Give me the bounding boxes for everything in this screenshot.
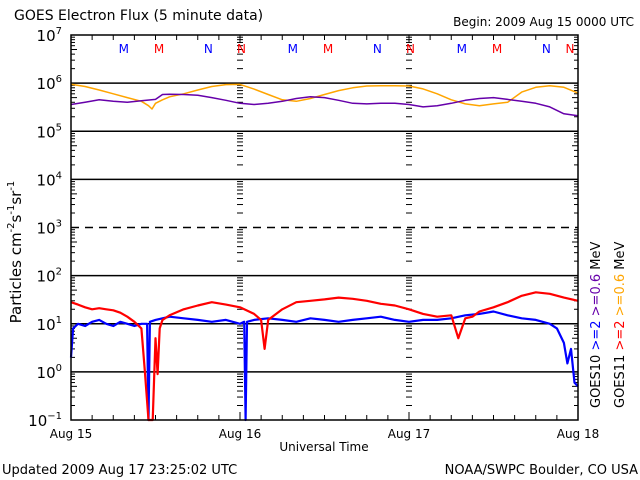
y-tick-exponent: 4 (56, 170, 62, 181)
y-tick-base: 10 (37, 220, 56, 238)
grid-lines (71, 82, 578, 373)
x-tick-label: Aug 15 (50, 427, 93, 441)
ylabel-s: s (7, 214, 25, 222)
ylabel-exp3: -1 (6, 181, 17, 191)
y-tick-base: 10 (37, 268, 56, 286)
local-time-marker: M (119, 42, 129, 56)
series-line (70, 83, 579, 110)
y-axis-label: Particles cm-2s-1sr-1 (6, 181, 25, 324)
y-tick-base: 10 (37, 171, 56, 189)
ylabel-exp2: -1 (6, 205, 17, 215)
y-tick-exponent: 2 (56, 267, 62, 278)
updated-timestamp: Updated 2009 Aug 17 23:25:02 UTC (2, 463, 237, 478)
x-axis-label: Universal Time (279, 440, 368, 454)
chart-title: GOES Electron Flux (5 minute data) (14, 8, 263, 24)
y-tick-exponent: −1 (47, 411, 62, 422)
local-time-marker: M (492, 42, 502, 56)
local-time-marker: N (406, 42, 415, 56)
ylabel-sr: sr (7, 190, 25, 205)
x-tick-label: Aug 16 (219, 427, 262, 441)
local-time-marker: M (457, 42, 467, 56)
ylabel-exp1: -2 (6, 222, 17, 232)
source-credit: NOAA/SWPC Boulder, CO USA (445, 463, 638, 478)
y-tick-label: 103 (37, 219, 62, 238)
x-tick-label: Aug 18 (557, 427, 600, 441)
y-tick-exponent: 7 (56, 26, 62, 37)
y-tick-base: 10 (37, 364, 56, 382)
legend-entry: GOES10 >=2 >=0.6 MeV (589, 242, 604, 408)
series-line (70, 291, 579, 422)
y-tick-label: 106 (37, 74, 62, 93)
legend-text: >=0.6 (613, 274, 628, 321)
legend-text: MeV (613, 242, 628, 274)
y-tick-exponent: 0 (56, 363, 62, 374)
y-tick-base: 10 (37, 27, 56, 45)
y-tick-base: 10 (37, 123, 56, 141)
local-time-marker: N (373, 42, 382, 56)
ylabel-base: Particles cm (7, 232, 25, 323)
local-time-marker: M (288, 42, 298, 56)
y-tick-exponent: 3 (56, 219, 62, 230)
legend-column-2: GOES11 >=2 >=0.6 MeV (613, 242, 628, 408)
legend-column-1: GOES10 >=2 >=0.6 MeV (589, 242, 604, 408)
y-tick-base: 10 (37, 75, 56, 93)
plot-frame (70, 34, 579, 421)
series-line (70, 93, 579, 117)
local-time-marker: N (566, 42, 575, 56)
y-tick-exponent: 1 (56, 315, 62, 326)
y-tick-label: 102 (37, 267, 62, 286)
y-tick-label: 105 (37, 122, 62, 141)
y-tick-label: 107 (37, 26, 62, 45)
y-tick-label: 100 (37, 363, 62, 382)
legend-text: >=2 (589, 320, 604, 354)
y-tick-label: 104 (37, 170, 62, 189)
begin-label: Begin: 2009 Aug 15 0000 UTC (453, 15, 634, 29)
y-axis-label-text: Particles cm-2s-1sr-1 (6, 181, 25, 324)
y-tick-label: 10−1 (28, 411, 62, 430)
legend-text: MeV (589, 242, 604, 274)
local-time-marker: N (542, 42, 551, 56)
y-tick-exponent: 5 (56, 122, 62, 133)
legend-text: GOES11 (613, 355, 628, 408)
local-time-marker: M (154, 42, 164, 56)
legend-text: >=0.6 (589, 274, 604, 321)
y-tick-label: 101 (37, 315, 62, 334)
legend-text: >=2 (613, 320, 628, 354)
legend-entry: GOES11 >=2 >=0.6 MeV (613, 242, 628, 408)
series-layer (69, 83, 579, 422)
y-tick-exponent: 6 (56, 74, 62, 85)
x-tick-label: Aug 17 (388, 427, 431, 441)
local-time-marker: M (323, 42, 333, 56)
y-tick-base: 10 (28, 412, 47, 430)
y-tick-base: 10 (37, 316, 56, 334)
local-time-marker: N (204, 42, 213, 56)
x-tick-labels: Aug 15 Aug 16 Aug 17 Aug 18 (50, 427, 600, 441)
legend-text: GOES10 (589, 355, 604, 408)
local-time-marker: N (237, 42, 246, 56)
